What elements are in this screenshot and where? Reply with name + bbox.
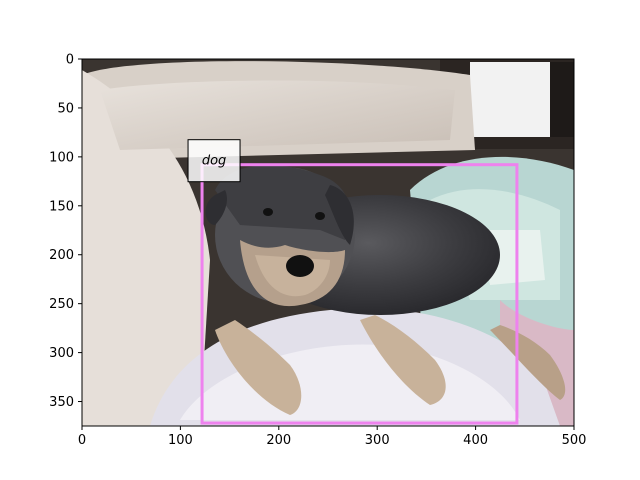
plot-area-frame <box>81 58 575 427</box>
x-tick-label: 300 <box>365 433 390 448</box>
y-axis: 0 50 100 150 200 250 300 350 <box>49 53 82 410</box>
y-tick-label: 100 <box>49 150 74 165</box>
x-tick-label: 400 <box>463 433 488 448</box>
y-tick-label: 300 <box>49 346 74 361</box>
dog-photo <box>82 59 574 426</box>
y-tick-label: 200 <box>49 248 74 263</box>
x-tick-label: 200 <box>266 433 291 448</box>
x-tick-label: 500 <box>562 433 587 448</box>
y-tick-label: 0 <box>66 53 74 68</box>
y-tick-label: 150 <box>49 199 74 214</box>
y-tick-label: 350 <box>49 395 74 410</box>
y-tick-label: 250 <box>49 297 74 312</box>
y-tick-label: 50 <box>57 101 74 116</box>
x-axis: 0 100 200 300 400 500 <box>78 426 587 448</box>
bounding-box-label-background <box>187 139 241 183</box>
bounding-box-label: dog <box>202 154 226 169</box>
annotations: dog <box>187 139 519 425</box>
x-tick-label: 0 <box>78 433 86 448</box>
x-tick-label: 100 <box>168 433 193 448</box>
bounding-box-dog <box>200 163 519 425</box>
